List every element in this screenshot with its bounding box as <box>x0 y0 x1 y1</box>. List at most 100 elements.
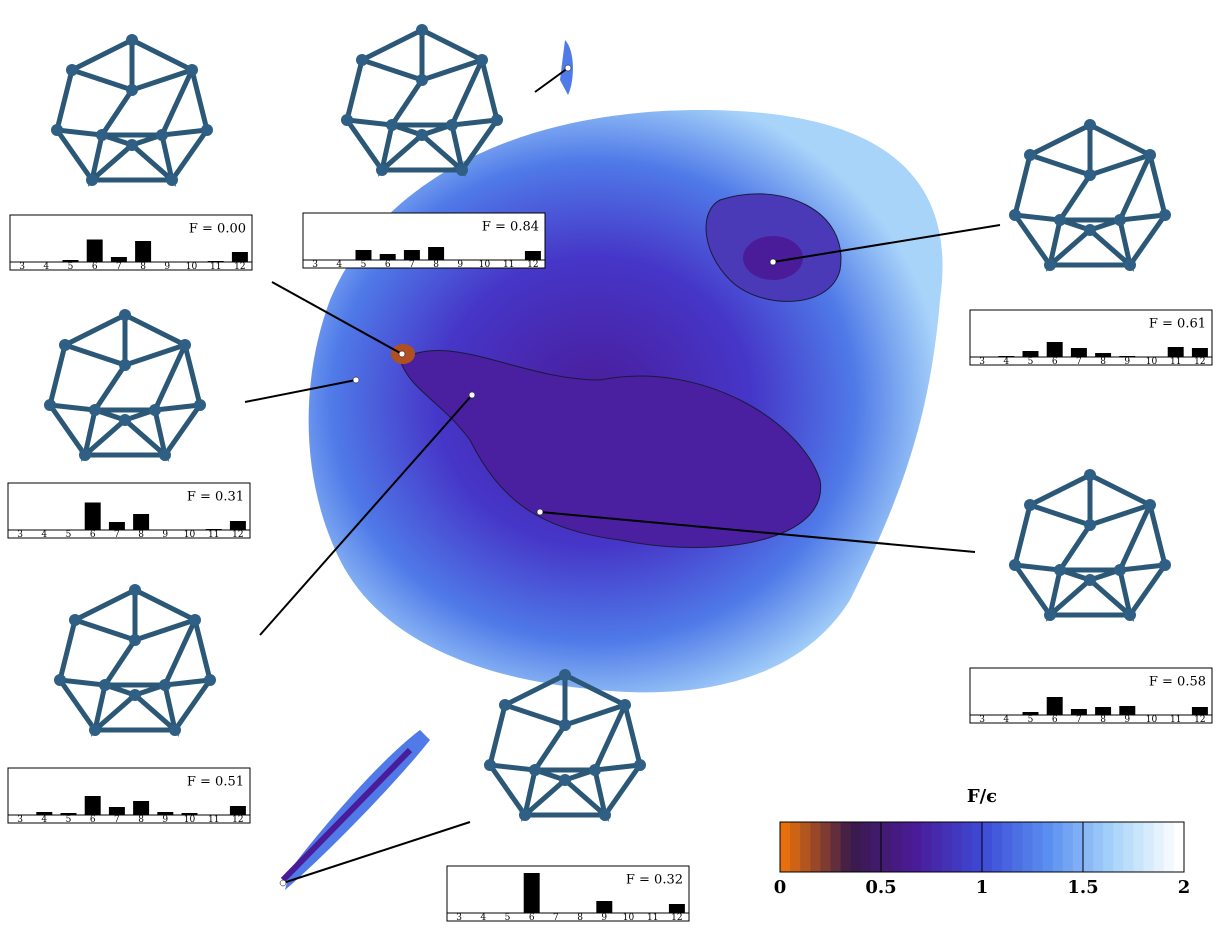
colorbar-title: F/ϵ <box>967 786 997 807</box>
colorbar-step <box>800 822 811 872</box>
x-tick-label: 7 <box>409 260 415 270</box>
bar <box>668 904 685 913</box>
colorbar-step <box>911 822 922 872</box>
colorbar-step <box>1062 822 1074 872</box>
free-energy-map <box>244 40 1001 890</box>
histogram-title: F = 0.61 <box>1149 317 1206 332</box>
colorbar-step <box>992 822 1003 872</box>
bar <box>135 241 152 262</box>
x-tick-label: 12 <box>232 530 243 540</box>
x-tick-label: 12 <box>1194 357 1205 367</box>
bar <box>133 801 150 815</box>
colorbar-tick-label: 1.5 <box>1067 877 1098 898</box>
bar <box>1167 347 1184 357</box>
bar <box>1022 351 1039 357</box>
x-tick-label: 3 <box>19 262 25 272</box>
colorbar-step <box>1113 822 1124 872</box>
colorbar-step <box>810 822 821 872</box>
bar <box>60 813 77 815</box>
x-tick-label: 3 <box>456 913 462 923</box>
bar <box>62 260 79 262</box>
colorbar-step <box>1052 822 1064 872</box>
colorbar-step <box>1133 822 1145 872</box>
bar <box>428 247 445 260</box>
x-tick-label: 8 <box>1100 715 1106 725</box>
colorbar-tick-label: 0.5 <box>865 877 896 898</box>
bar <box>229 521 246 530</box>
colorbar-step <box>860 822 872 872</box>
colorbar-step <box>1022 822 1033 872</box>
x-tick-label: 10 <box>184 530 196 540</box>
colorbar-step <box>870 822 882 872</box>
x-tick-label: 5 <box>505 913 511 923</box>
bar <box>1046 697 1063 715</box>
x-tick-label: 11 <box>208 815 219 825</box>
x-tick-label: 4 <box>1003 357 1009 367</box>
histogram-frame <box>7 482 251 539</box>
colorbar-step <box>1163 822 1175 872</box>
x-tick-label: 9 <box>164 262 170 272</box>
bar <box>205 529 222 530</box>
x-tick-label: 11 <box>503 260 514 270</box>
x-tick-label: 11 <box>1170 357 1181 367</box>
x-tick-label: 7 <box>1076 357 1082 367</box>
x-tick-label: 10 <box>479 260 491 270</box>
colorbar-step <box>820 822 831 872</box>
x-tick-label: 8 <box>577 913 583 923</box>
x-tick-label: 5 <box>1028 357 1034 367</box>
x-tick-label: 8 <box>1100 357 1106 367</box>
x-tick-label: 8 <box>138 530 144 540</box>
histogram: F = 0.51 3 4 5 6 7 8 9 10 11 12 <box>7 767 251 825</box>
bar <box>157 812 174 815</box>
x-tick-label: 11 <box>208 530 219 540</box>
histogram: F = 0.61 3 4 5 6 7 8 9 10 11 12 <box>969 309 1213 367</box>
x-tick-label: 7 <box>553 913 559 923</box>
colorbar-step <box>1123 822 1134 872</box>
x-tick-label: 8 <box>433 260 439 270</box>
x-tick-label: 10 <box>1146 715 1158 725</box>
histogram-title: F = 0.32 <box>626 873 683 888</box>
bar <box>355 250 372 260</box>
x-tick-label: 12 <box>234 262 245 272</box>
histogram-title: F = 0.58 <box>1149 675 1206 690</box>
bar <box>1119 706 1136 715</box>
colorbar-step <box>830 822 842 872</box>
x-tick-label: 9 <box>162 815 168 825</box>
x-tick-label: 11 <box>210 262 221 272</box>
colorbar-step <box>901 822 912 872</box>
x-tick-label: 4 <box>480 913 486 923</box>
x-tick-label: 6 <box>385 260 391 270</box>
colorbar-step <box>1002 822 1013 872</box>
x-tick-label: 10 <box>623 913 635 923</box>
x-tick-label: 4 <box>1003 715 1009 725</box>
colorbar-step <box>1042 822 1054 872</box>
x-tick-label: 10 <box>186 262 198 272</box>
x-tick-label: 3 <box>312 260 318 270</box>
bar <box>108 807 125 815</box>
bar <box>207 261 224 262</box>
x-tick-label: 3 <box>979 715 985 725</box>
colorbar-step <box>1012 822 1023 872</box>
x-tick-label: 6 <box>1052 715 1058 725</box>
bar <box>1095 707 1112 715</box>
colorbar-step <box>891 822 902 872</box>
x-tick-label: 5 <box>361 260 367 270</box>
x-tick-label: 9 <box>1124 715 1130 725</box>
colorbar-step <box>961 822 973 872</box>
bar <box>229 806 246 815</box>
bar <box>998 356 1015 357</box>
colorbar-step <box>1103 822 1114 872</box>
x-tick-label: 6 <box>529 913 535 923</box>
x-tick-label: 7 <box>1076 715 1082 725</box>
x-tick-label: 5 <box>66 530 72 540</box>
x-tick-label: 4 <box>41 530 47 540</box>
x-tick-label: 6 <box>90 530 96 540</box>
x-tick-label: 11 <box>1170 715 1181 725</box>
colorbar-step <box>1143 822 1155 872</box>
bar <box>84 796 101 815</box>
bar <box>524 251 541 260</box>
colorbar-step <box>850 822 862 872</box>
histogram: F = 0.32 3 4 5 6 7 8 9 10 11 12 <box>446 865 690 923</box>
x-tick-label: 5 <box>68 262 74 272</box>
